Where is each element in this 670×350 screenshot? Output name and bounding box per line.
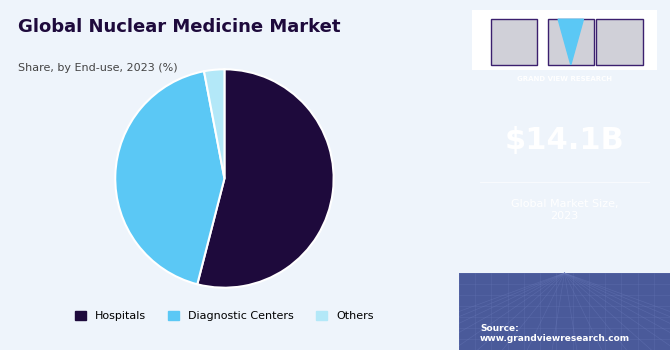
Bar: [472, 10, 657, 70]
Bar: [547, 19, 594, 65]
Wedge shape: [197, 69, 334, 288]
Bar: [596, 19, 643, 65]
Text: Source:
www.grandviewresearch.com: Source: www.grandviewresearch.com: [480, 324, 630, 343]
Legend: Hospitals, Diagnostic Centers, Others: Hospitals, Diagnostic Centers, Others: [70, 307, 379, 326]
Polygon shape: [558, 19, 584, 65]
Wedge shape: [204, 69, 224, 178]
Text: Global Market Size,
2023: Global Market Size, 2023: [511, 199, 618, 221]
Text: GRAND VIEW RESEARCH: GRAND VIEW RESEARCH: [517, 76, 612, 82]
Bar: [459, 273, 670, 350]
Text: $14.1B: $14.1B: [505, 126, 624, 154]
Text: Global Nuclear Medicine Market: Global Nuclear Medicine Market: [18, 18, 341, 35]
Bar: [490, 19, 537, 65]
Wedge shape: [115, 71, 224, 284]
Text: Share, by End-use, 2023 (%): Share, by End-use, 2023 (%): [18, 63, 178, 73]
